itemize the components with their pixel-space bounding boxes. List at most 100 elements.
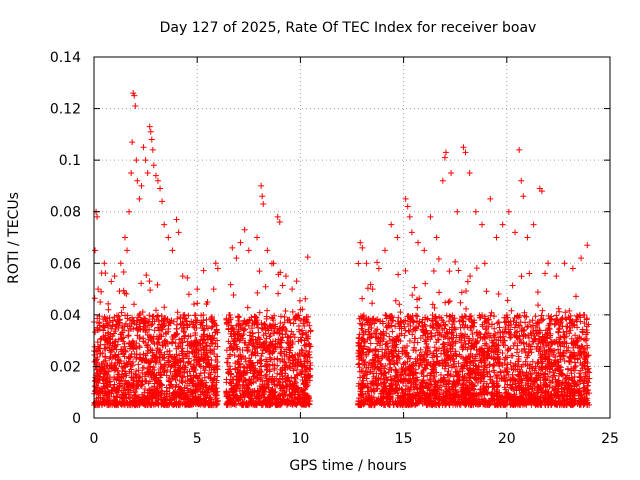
data-point (558, 382, 565, 389)
data-point (236, 370, 243, 377)
data-point (423, 336, 430, 343)
data-point (585, 365, 592, 372)
data-point (227, 351, 234, 358)
data-point (245, 346, 252, 353)
data-point (103, 376, 110, 383)
data-point (302, 364, 309, 371)
data-point (276, 376, 283, 383)
data-point (107, 401, 114, 408)
data-point (248, 336, 255, 343)
data-point (443, 312, 450, 319)
data-point (251, 321, 258, 328)
data-point (298, 398, 305, 405)
data-point (359, 326, 366, 333)
data-point (226, 379, 233, 386)
data-point (289, 357, 296, 364)
data-point (281, 314, 288, 321)
data-point (266, 366, 273, 373)
data-point (411, 325, 418, 332)
data-point (95, 345, 102, 352)
data-point (194, 300, 201, 307)
data-point (526, 270, 533, 277)
data-point (238, 375, 245, 382)
data-point (570, 321, 577, 328)
data-point (355, 339, 362, 346)
data-point (134, 393, 141, 400)
data-point (144, 344, 151, 351)
data-point (160, 401, 167, 408)
data-point (289, 401, 296, 408)
data-point (293, 278, 300, 285)
data-point (123, 381, 130, 388)
data-point (119, 392, 126, 399)
data-point (127, 353, 134, 360)
data-point (377, 375, 384, 382)
data-point (281, 348, 288, 355)
data-point (494, 351, 501, 358)
data-point (145, 336, 152, 343)
data-point (239, 399, 246, 406)
data-point (208, 357, 215, 364)
data-point (409, 292, 416, 299)
data-point (285, 344, 292, 351)
data-point (566, 307, 573, 314)
data-point (583, 390, 590, 397)
data-point (296, 350, 303, 357)
data-point (171, 360, 178, 367)
data-point (502, 386, 509, 393)
data-point (282, 308, 289, 315)
data-point (366, 322, 373, 329)
data-point (176, 393, 183, 400)
data-point (545, 346, 552, 353)
data-point (250, 366, 257, 373)
data-point (257, 360, 264, 367)
data-point (267, 339, 274, 346)
data-point (262, 338, 269, 345)
data-point (467, 375, 474, 382)
data-point (201, 326, 208, 333)
data-point (568, 320, 575, 327)
data-point (434, 336, 441, 343)
data-point (557, 341, 564, 348)
data-point (401, 323, 408, 330)
data-point (431, 305, 438, 312)
data-point (241, 393, 248, 400)
data-point (97, 341, 104, 348)
data-point (109, 387, 116, 394)
data-point (265, 327, 272, 334)
data-point (146, 333, 153, 340)
data-point (394, 384, 401, 391)
data-point (202, 382, 209, 389)
data-point (286, 344, 293, 351)
data-point (424, 315, 431, 322)
data-point (388, 348, 395, 355)
data-point (175, 362, 182, 369)
data-point (441, 365, 448, 372)
data-point (174, 309, 181, 316)
data-point (360, 373, 367, 380)
data-point (401, 344, 408, 351)
data-point (292, 351, 299, 358)
data-point (493, 393, 500, 400)
data-point (527, 346, 534, 353)
data-point (213, 377, 220, 384)
data-point (584, 366, 591, 373)
data-point (244, 369, 251, 376)
data-point (272, 399, 279, 406)
data-point (179, 374, 186, 381)
data-point (391, 388, 398, 395)
data-point (114, 384, 121, 391)
data-point (233, 392, 240, 399)
data-point (161, 321, 168, 328)
data-point (419, 316, 426, 323)
data-point (141, 386, 148, 393)
data-point (237, 324, 244, 331)
data-point (547, 363, 554, 370)
data-point (258, 363, 265, 370)
data-point (372, 351, 379, 358)
data-point (200, 311, 207, 318)
data-point (112, 338, 119, 345)
data-point (585, 321, 592, 328)
data-point (490, 367, 497, 374)
data-point (161, 314, 168, 321)
